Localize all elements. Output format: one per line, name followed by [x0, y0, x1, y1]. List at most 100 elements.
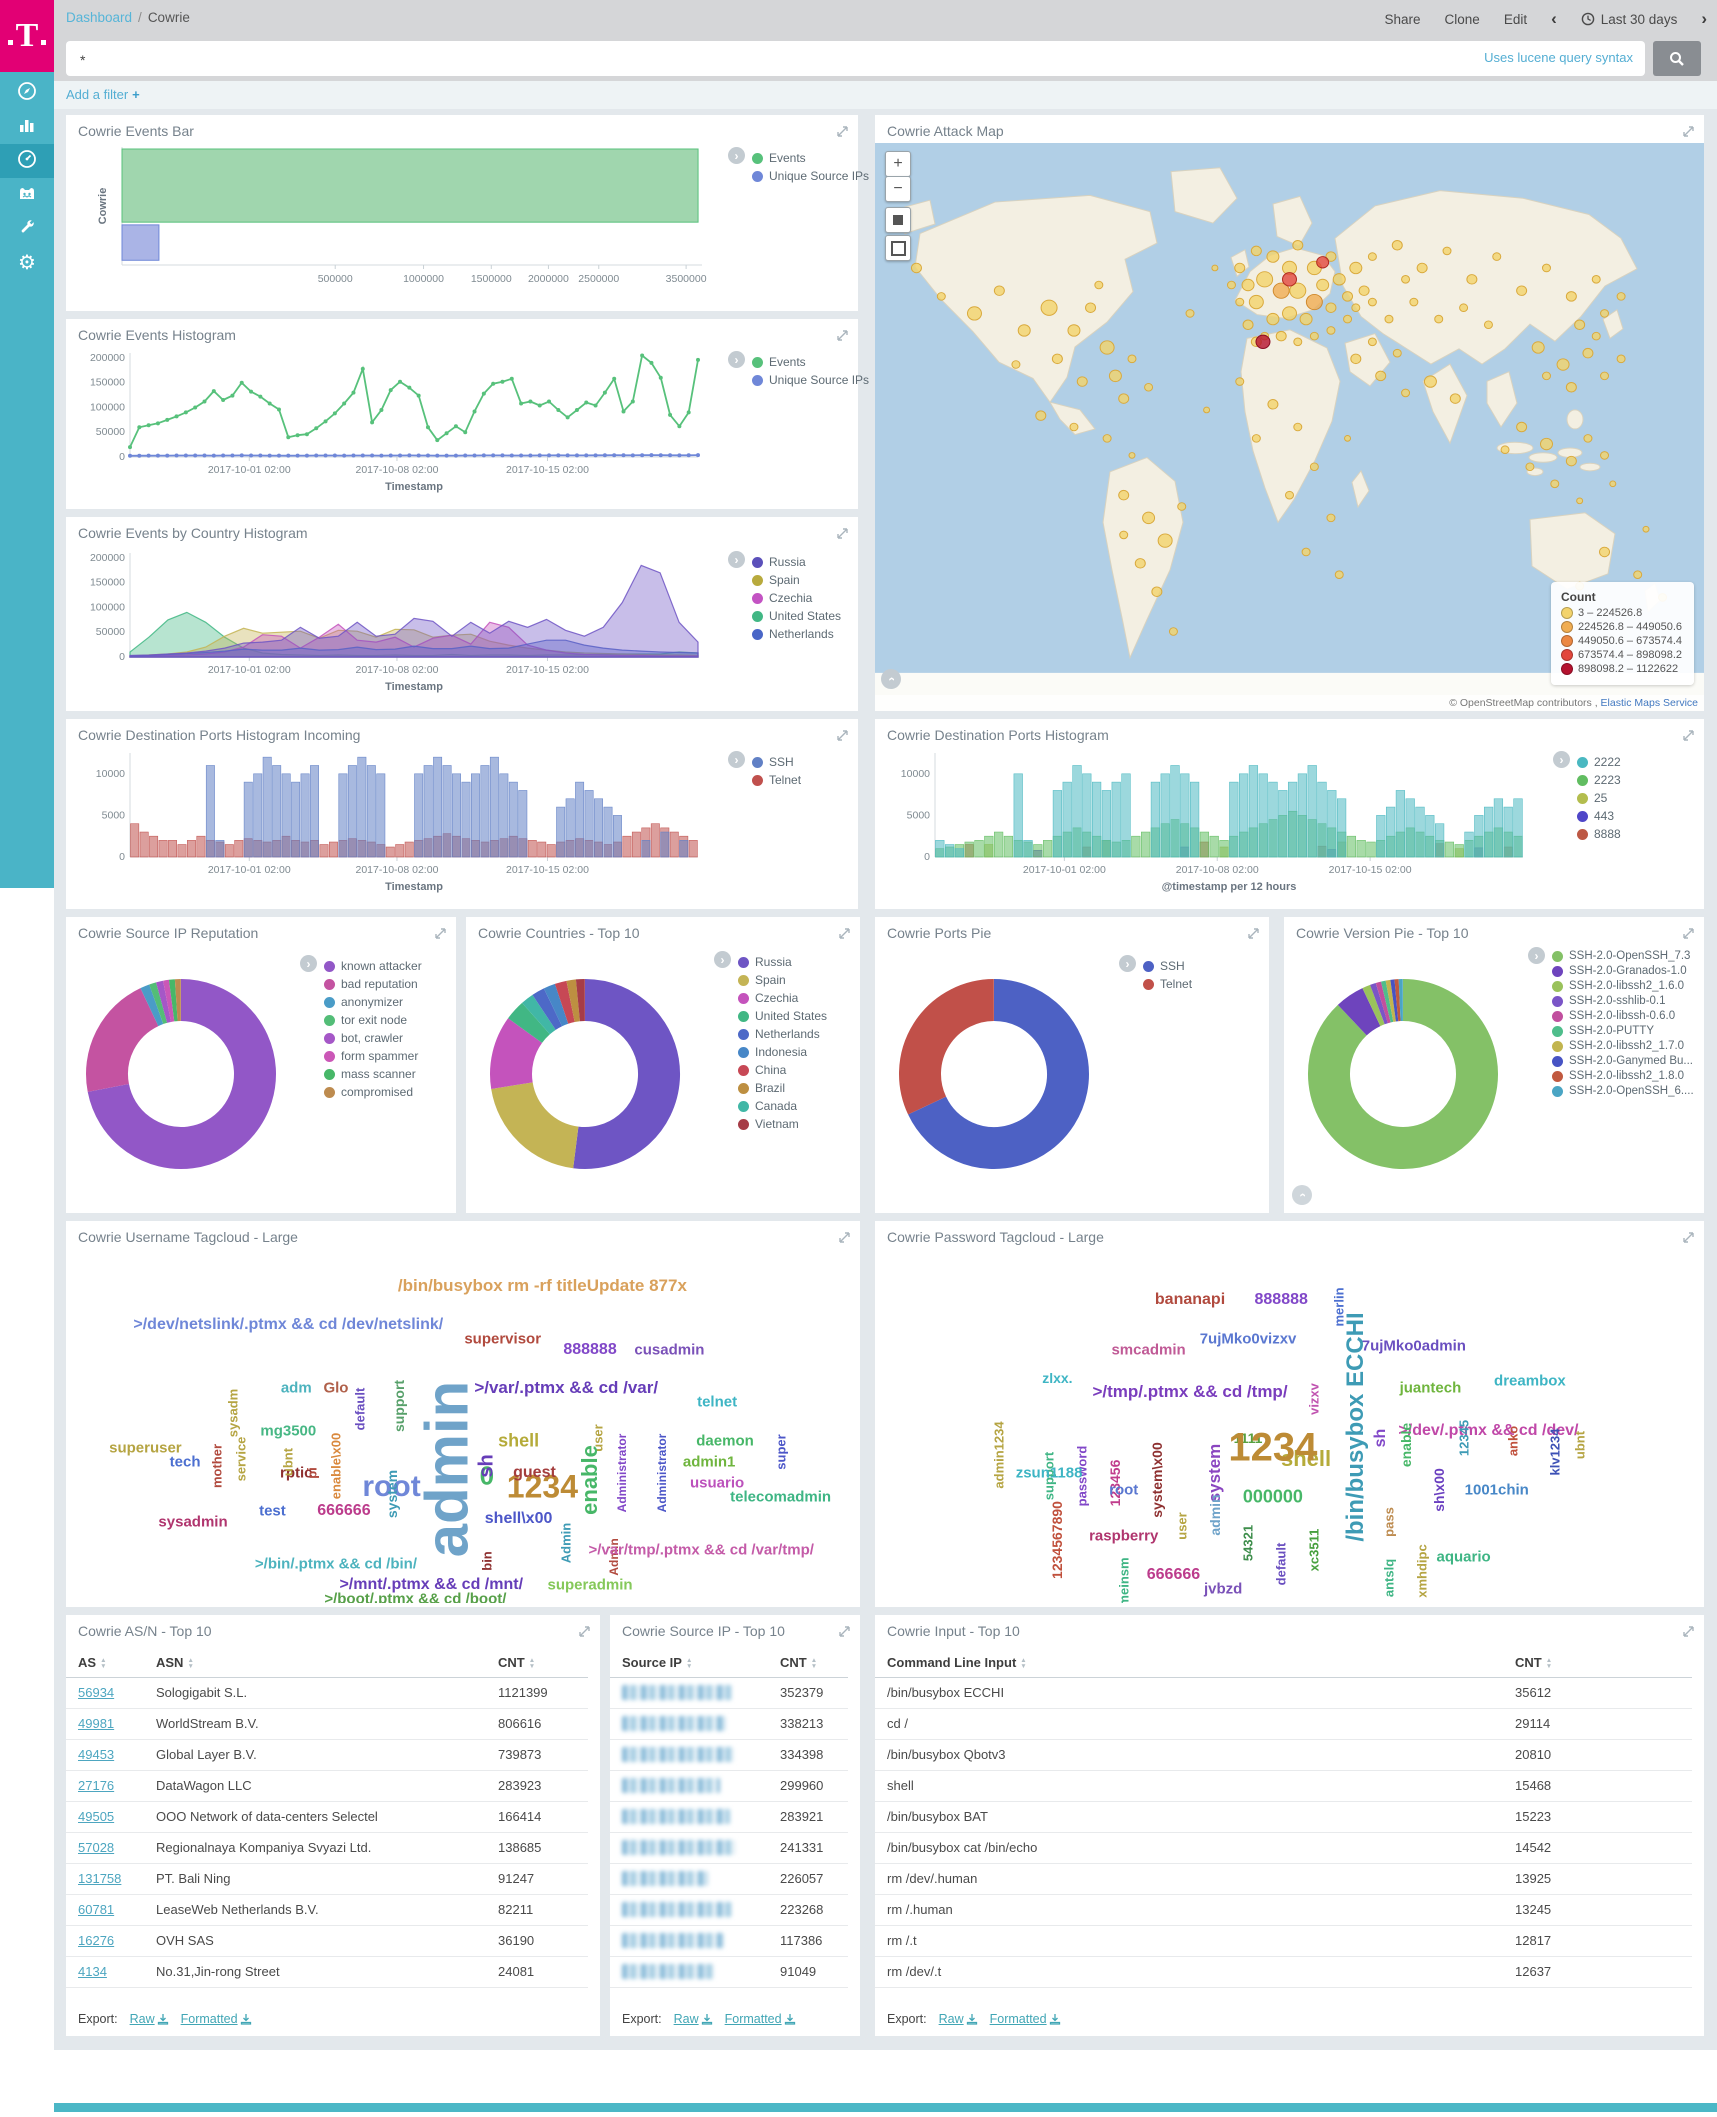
legend-item[interactable]: SSH-2.0-libssh2_1.8.0 — [1552, 1070, 1694, 1082]
expand-icon[interactable] — [1682, 1231, 1695, 1249]
legend-item[interactable]: form spammer — [324, 1049, 422, 1063]
tagcloud-word[interactable]: system — [1204, 1443, 1224, 1503]
tagcloud-word[interactable]: 888888 — [563, 1340, 617, 1358]
tagcloud-word[interactable]: mg3500 — [260, 1422, 317, 1440]
expand-icon[interactable] — [836, 729, 849, 747]
tagcloud-word[interactable]: ubnt — [280, 1448, 296, 1477]
version-donut[interactable] — [1298, 969, 1508, 1179]
add-filter-button[interactable]: Add a filter + — [66, 87, 140, 102]
tagcloud-word[interactable]: root — [362, 1469, 421, 1503]
tagcloud-word[interactable]: klv1234 — [1547, 1428, 1563, 1476]
tagcloud-word[interactable]: system — [383, 1469, 400, 1519]
export-formatted-link[interactable]: Formatted — [181, 2012, 252, 2026]
tagcloud-word[interactable]: >/mnt/.ptmx && cd /mnt/ — [339, 1576, 524, 1594]
tagcloud-word[interactable]: admin1234 — [991, 1421, 1007, 1489]
tagcloud-word[interactable]: pi — [304, 1466, 320, 1479]
legend-item[interactable]: United States — [752, 609, 841, 623]
legend-item[interactable]: Telnet — [752, 773, 801, 787]
legend-item[interactable]: known attacker — [324, 959, 422, 973]
tagcloud-word[interactable]: 0 — [479, 1460, 495, 1491]
map-viewport[interactable]: + − Count 3 – 224526.8 224526.8 – 449050.… — [875, 143, 1704, 711]
map-attribution-toggle[interactable]: › — [881, 669, 901, 689]
legend-item[interactable]: 673574.4 – 898098.2 — [1561, 649, 1682, 661]
ports-donut[interactable] — [889, 969, 1099, 1179]
cell-as[interactable]: 131758 — [78, 1871, 122, 1886]
legend-item[interactable]: SSH-2.0-sshlib-0.1 — [1552, 995, 1694, 1007]
legend-item[interactable]: Brazil — [738, 1081, 827, 1095]
legend-item[interactable]: Indonesia — [738, 1045, 827, 1059]
lucene-syntax-link[interactable]: Uses lucene query syntax — [1484, 50, 1633, 65]
export-formatted-link[interactable]: Formatted — [725, 2012, 796, 2026]
expand-icon[interactable] — [434, 927, 447, 945]
tagcloud-word[interactable]: anko — [1505, 1425, 1521, 1457]
tagcloud-word[interactable]: system\x00 — [1148, 1442, 1165, 1518]
cell-as[interactable]: 16276 — [78, 1933, 115, 1948]
legend-item[interactable]: Spain — [752, 573, 841, 587]
legend-item[interactable]: SSH — [1143, 959, 1192, 973]
tagcloud-word[interactable]: >/tmp/.ptmx && cd /tmp/ — [1092, 1381, 1288, 1401]
legend-item[interactable]: tor exit node — [324, 1013, 422, 1027]
sidebar-item-management[interactable]: ⚙ — [0, 246, 54, 280]
tagcloud-word[interactable]: bin — [479, 1551, 495, 1571]
expand-icon[interactable] — [1682, 927, 1695, 945]
time-back-button[interactable]: ‹ — [1551, 9, 1557, 28]
tagcloud-word[interactable]: daemon — [696, 1432, 754, 1450]
search-input[interactable] — [66, 41, 1030, 78]
tagcloud-word[interactable]: xc3511 — [1306, 1528, 1322, 1572]
legend-item[interactable]: Netherlands — [738, 1027, 827, 1041]
tagcloud-word[interactable]: juantech — [1399, 1379, 1462, 1397]
tagcloud-word[interactable]: enable — [1397, 1422, 1414, 1467]
draw-filter-button[interactable] — [885, 235, 911, 261]
legend-item[interactable]: SSH-2.0-Granados-1.0 — [1552, 965, 1694, 977]
tagcloud-word[interactable]: dreambox — [1494, 1372, 1566, 1390]
column-header-asn[interactable]: ASN ▲ ▼ — [156, 1655, 194, 1670]
legend-item[interactable]: 3 – 224526.8 — [1561, 607, 1682, 619]
tagcloud-word[interactable]: test — [259, 1502, 286, 1520]
tagcloud-word[interactable]: 54321 — [1240, 1525, 1256, 1562]
tagcloud-word[interactable]: support — [391, 1379, 408, 1432]
legend-item[interactable]: bot, crawler — [324, 1031, 422, 1045]
legend-item[interactable]: compromised — [324, 1085, 422, 1099]
expand-icon[interactable] — [578, 1625, 591, 1643]
legend-item[interactable]: Events — [752, 151, 869, 165]
legend-item[interactable]: Unique Source IPs — [752, 373, 869, 387]
sidebar-item-visualize[interactable] — [0, 110, 54, 144]
legend-item[interactable]: Russia — [752, 555, 841, 569]
tagcloud-word[interactable]: zsun1188 — [1015, 1464, 1083, 1482]
expand-icon[interactable] — [836, 527, 849, 545]
legend-item[interactable]: SSH-2.0-Ganymed Bu... — [1552, 1055, 1694, 1067]
legend-item[interactable]: 449050.6 – 673574.4 — [1561, 635, 1682, 647]
tagcloud-word[interactable]: 666666 — [317, 1502, 371, 1520]
time-forward-button[interactable]: › — [1701, 9, 1707, 28]
events-line-chart[interactable]: 0 50000 100000 150000 200000 2017-10-01 02:00… — [86, 347, 706, 499]
legend-toggle[interactable]: › — [728, 551, 745, 568]
expand-icon[interactable] — [836, 125, 849, 143]
tagcloud-word[interactable]: superuser — [109, 1439, 182, 1457]
tagcloud-word[interactable]: superadmin — [547, 1576, 633, 1594]
expand-icon[interactable] — [1682, 1625, 1695, 1643]
elastic-maps-link[interactable]: Elastic Maps Service — [1600, 697, 1698, 709]
tagcloud-word[interactable]: 12345 — [1456, 1419, 1472, 1456]
tagcloud-word[interactable]: 000000 — [1242, 1486, 1303, 1507]
column-header-cnt[interactable]: CNT ▲ ▼ — [780, 1655, 818, 1670]
tagcloud-word[interactable]: smcadmin — [1111, 1341, 1186, 1359]
zoom-out-button[interactable]: − — [885, 176, 911, 202]
tagcloud-word[interactable]: Admin — [558, 1522, 574, 1564]
expand-icon[interactable] — [1682, 125, 1695, 143]
time-picker-button[interactable]: Last 30 days — [1581, 12, 1677, 27]
legend-item[interactable]: mass scanner — [324, 1067, 422, 1081]
cell-as[interactable]: 56934 — [78, 1685, 115, 1700]
legend-toggle[interactable]: › — [728, 147, 745, 164]
expand-icon[interactable] — [838, 927, 851, 945]
tagcloud-word[interactable]: sh — [1371, 1428, 1389, 1447]
tagcloud-word[interactable]: root — [1109, 1481, 1139, 1499]
tagcloud-word[interactable]: Administrator — [614, 1433, 629, 1513]
legend-item[interactable]: 224526.8 – 449050.6 — [1561, 621, 1682, 633]
tagcloud-word[interactable]: >/bin/.ptmx && cd /bin/ — [254, 1555, 417, 1573]
legend-item[interactable]: Netherlands — [752, 627, 841, 641]
tagcloud-word[interactable]: 1234567890 — [1049, 1500, 1066, 1579]
expand-icon[interactable] — [838, 1231, 851, 1249]
tagcloud-word[interactable]: enable\x00 — [328, 1432, 344, 1499]
clone-button[interactable]: Clone — [1444, 11, 1480, 27]
legend-item[interactable]: SSH-2.0-libssh2_1.6.0 — [1552, 980, 1694, 992]
